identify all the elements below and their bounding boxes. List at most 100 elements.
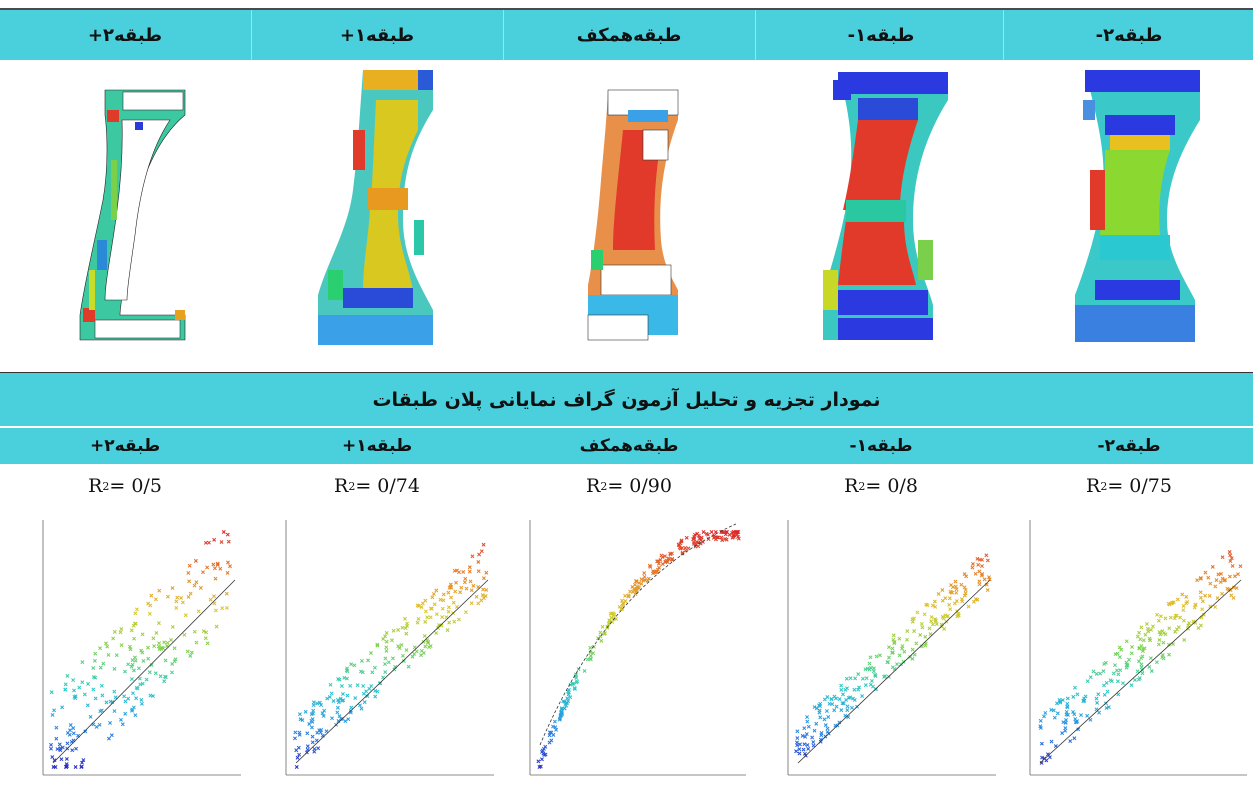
scatter-point bbox=[588, 645, 593, 650]
scatter-point bbox=[954, 587, 959, 592]
scatter-point bbox=[805, 715, 810, 719]
scatter-point bbox=[804, 732, 809, 737]
scatter-point bbox=[338, 696, 343, 701]
scatter-point bbox=[856, 672, 861, 677]
scatter-point bbox=[1198, 576, 1203, 581]
scatter-point bbox=[1071, 709, 1075, 714]
scatter-point bbox=[423, 598, 428, 603]
scatter-point bbox=[1228, 553, 1233, 558]
scatter-point bbox=[293, 730, 298, 735]
scatter-point bbox=[588, 657, 593, 662]
scatter-point bbox=[297, 712, 302, 717]
scatter-point bbox=[63, 682, 68, 687]
scatter-point bbox=[416, 616, 421, 621]
scatter-point bbox=[183, 613, 188, 618]
scatter-point bbox=[1116, 692, 1121, 697]
scatter-point bbox=[295, 755, 300, 760]
scatter-point bbox=[1178, 615, 1183, 620]
scatter-point bbox=[1172, 616, 1177, 621]
scatter-point bbox=[446, 609, 451, 614]
scatter-point bbox=[927, 626, 932, 631]
scatter-point bbox=[736, 536, 741, 541]
scatter-point bbox=[132, 636, 137, 641]
scatter-point bbox=[1174, 613, 1179, 618]
scatter-point bbox=[680, 551, 685, 556]
scatter-point bbox=[1181, 603, 1186, 608]
scatter-point bbox=[129, 677, 134, 681]
scatter-point bbox=[477, 552, 482, 557]
scatter-point bbox=[303, 709, 308, 714]
scatter-point bbox=[432, 602, 437, 607]
scatter-point bbox=[383, 670, 388, 675]
scatter-point bbox=[1187, 621, 1192, 626]
scatter-point bbox=[559, 706, 564, 711]
scatter-point bbox=[452, 619, 457, 624]
scatter-point bbox=[1154, 660, 1159, 665]
scatter-point bbox=[82, 692, 87, 697]
scatter-point bbox=[559, 707, 564, 712]
floor-header-mid: طبقه۲+ طبقه۱+ طبقه‌همکف طبقه۱- طبقه۲- bbox=[0, 428, 1253, 464]
scatter-point bbox=[88, 714, 93, 719]
regression-line bbox=[797, 579, 991, 764]
scatter-point bbox=[574, 680, 579, 685]
scatter-point bbox=[188, 653, 193, 658]
scatter-point bbox=[890, 646, 895, 651]
scatter-point bbox=[451, 600, 456, 605]
scatter-point bbox=[933, 618, 938, 623]
scatter-point bbox=[798, 742, 802, 747]
scatter-point bbox=[118, 717, 123, 722]
scatter-point bbox=[848, 676, 853, 681]
scatter-point bbox=[1040, 755, 1045, 760]
scatter-point bbox=[189, 650, 194, 655]
scatter-point bbox=[123, 669, 127, 674]
scatter-point bbox=[959, 597, 964, 602]
scatter-point bbox=[438, 597, 443, 602]
scatter-point bbox=[336, 697, 340, 702]
scatter-point bbox=[642, 571, 647, 576]
scatter-point bbox=[1039, 760, 1044, 765]
scatter-point bbox=[359, 706, 364, 711]
scatter-point bbox=[837, 720, 842, 725]
scatter-point bbox=[479, 598, 484, 603]
scatter-point bbox=[228, 564, 232, 569]
scatter-point bbox=[148, 693, 153, 698]
scatter-point bbox=[1175, 597, 1180, 602]
scatter-point bbox=[1145, 626, 1150, 631]
scatter-point bbox=[723, 536, 728, 541]
scatter-point bbox=[318, 730, 323, 735]
scatter-point bbox=[212, 601, 217, 606]
scatter-point bbox=[1139, 625, 1144, 630]
scatter-point bbox=[582, 669, 587, 673]
scatter-point bbox=[849, 705, 854, 710]
scatter-point bbox=[55, 747, 60, 751]
scatter-point bbox=[1055, 711, 1060, 716]
scatter-point bbox=[620, 601, 625, 606]
scatter-point bbox=[169, 638, 173, 642]
scatter-point bbox=[1229, 556, 1234, 561]
scatter-point bbox=[410, 654, 415, 659]
scatter-point bbox=[440, 615, 445, 620]
scatter-point bbox=[608, 611, 613, 616]
scatter-point bbox=[369, 683, 374, 688]
scatter-point bbox=[1144, 622, 1149, 626]
scatter-point bbox=[203, 540, 208, 545]
scatter-point bbox=[1042, 714, 1046, 719]
scatter-point bbox=[1102, 692, 1107, 697]
scatter-point bbox=[461, 569, 466, 574]
scatter-point bbox=[52, 758, 57, 763]
scatter-point bbox=[962, 585, 967, 590]
scatter-point bbox=[1124, 665, 1129, 670]
scatter-point bbox=[874, 654, 879, 659]
scatter-point bbox=[1081, 698, 1086, 703]
scatter-point bbox=[970, 565, 975, 570]
scatter-point bbox=[212, 537, 217, 542]
scatter-point bbox=[416, 603, 421, 608]
scatter-point bbox=[1139, 662, 1144, 667]
scatter-point bbox=[898, 662, 903, 667]
scatter-point bbox=[305, 731, 310, 736]
scatter-point bbox=[205, 641, 210, 646]
scatter-point bbox=[954, 590, 959, 595]
scatter-point bbox=[588, 650, 593, 655]
scatter-point bbox=[1155, 612, 1160, 617]
scatter-point bbox=[651, 569, 655, 574]
